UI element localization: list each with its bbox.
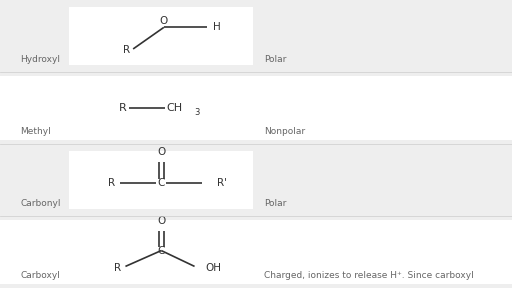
Text: H: H	[212, 22, 221, 32]
Text: C: C	[158, 178, 165, 188]
Text: 3: 3	[195, 108, 200, 117]
Text: R: R	[123, 46, 131, 55]
Text: Polar: Polar	[264, 55, 286, 64]
Text: O: O	[160, 16, 168, 26]
Text: CH: CH	[166, 103, 182, 113]
Text: C: C	[158, 246, 165, 255]
Text: R': R'	[217, 178, 227, 188]
Bar	[0, 76, 512, 140]
Bar	[69, 151, 253, 209]
Text: Carboxyl: Carboxyl	[20, 271, 60, 280]
Text: Charged, ionizes to release H⁺. Since carboxyl: Charged, ionizes to release H⁺. Since ca…	[264, 271, 474, 280]
Text: Nonpolar: Nonpolar	[264, 127, 305, 136]
Text: O: O	[157, 216, 165, 226]
Text: R: R	[119, 103, 127, 113]
Text: Methyl: Methyl	[20, 127, 51, 136]
Text: OH: OH	[206, 263, 222, 273]
Text: Hydroxyl: Hydroxyl	[20, 55, 60, 64]
Bar	[69, 7, 253, 65]
Text: Polar: Polar	[264, 199, 286, 208]
Text: Carbonyl: Carbonyl	[20, 199, 61, 208]
Text: R: R	[114, 263, 121, 273]
Text: R: R	[108, 178, 115, 188]
Bar	[0, 220, 512, 284]
Bar	[0, 148, 512, 212]
Text: O: O	[157, 147, 165, 157]
Bar	[0, 4, 512, 68]
